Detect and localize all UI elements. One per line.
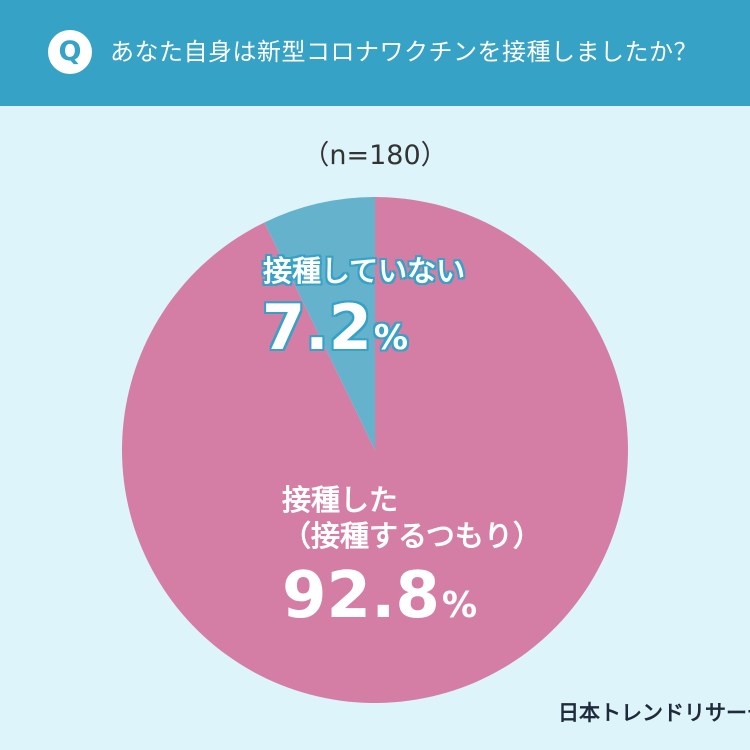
pie-slice-vaccinated: [122, 197, 629, 704]
logo-text: 日本トレンドリサーチ: [558, 701, 750, 725]
slice-value-vaccinated: 92.8%: [282, 559, 478, 634]
slice-value-not-vaccinated-number: 7.2: [262, 291, 372, 364]
sample-size: （n=180）: [302, 140, 448, 171]
slice-value-not-vaccinated-unit: %: [373, 318, 408, 358]
q-badge-icon: Q: [48, 30, 92, 74]
slice-label-not-vaccinated: 接種していない: [263, 254, 466, 288]
question-text: あなた自身は新型コロナワクチンを接種しましたか？: [110, 38, 698, 66]
slice-label-vaccinated: 接種した: [282, 483, 399, 517]
slice-value-vaccinated-unit: %: [441, 585, 478, 626]
question-header: Q あなた自身は新型コロナワクチンを接種しましたか？: [0, 0, 750, 106]
slice-value-not-vaccinated: 7.2%: [262, 292, 408, 363]
slice-sublabel-vaccinated: （接種するつもり）: [282, 519, 542, 553]
pie-slice-not-vaccinated: [264, 197, 375, 450]
slice-value-vaccinated-number: 92.8: [282, 559, 440, 633]
